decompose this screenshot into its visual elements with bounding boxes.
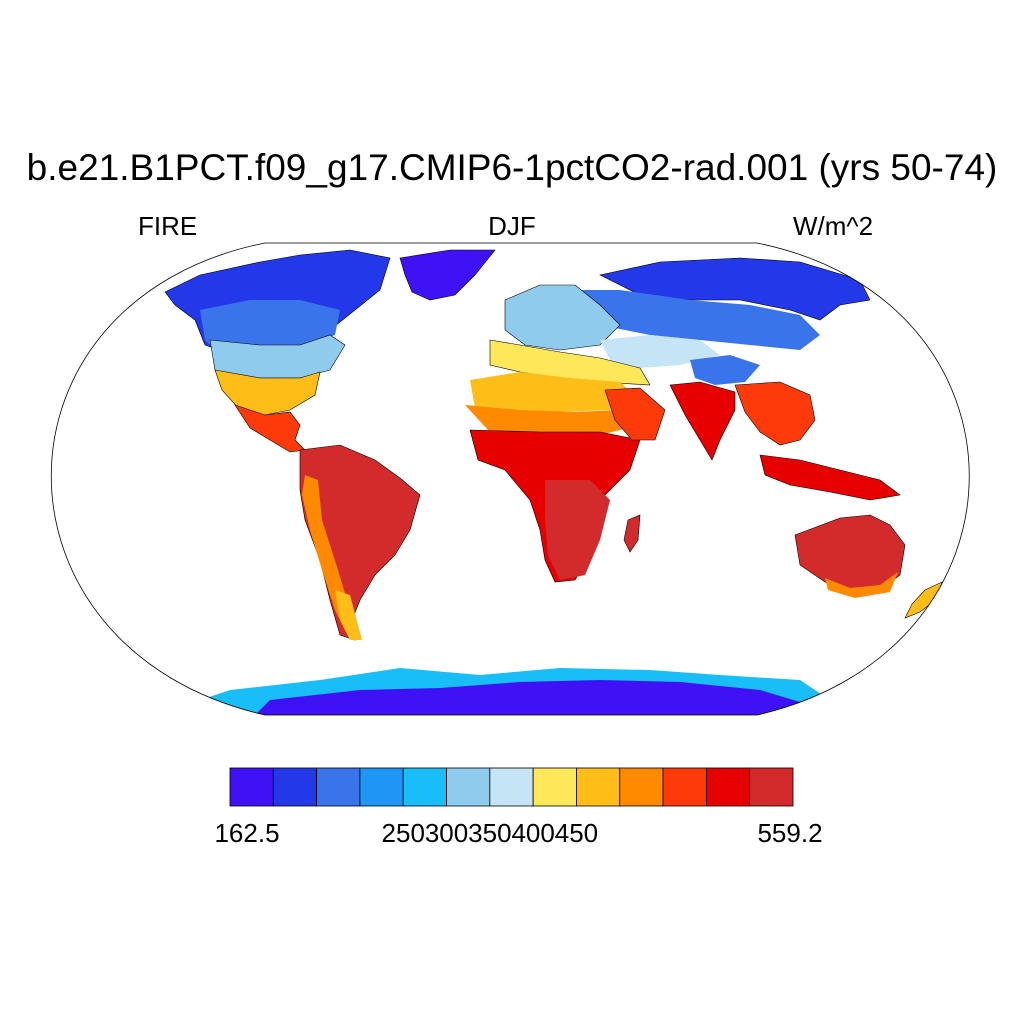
colorbar-tick-label: 400 [511,818,555,848]
colorbar-swatch [532,767,577,807]
colorbar-swatch [749,767,794,807]
greenland-region [399,249,496,301]
madagascar-region [623,514,641,553]
arabia-region [604,387,666,441]
map-boundary [51,242,970,716]
se-asia-region [734,381,816,446]
map-field [164,249,943,715]
colorbar-swatch [446,767,491,807]
mediterranean-rim [489,339,651,386]
colorbar-swatch [402,767,447,807]
australia-region [794,514,906,593]
season-label: DJF [488,211,536,241]
colorbar-swatch [489,767,534,807]
eurasia-mid [560,290,820,350]
colorbar-tick-label: 250 [381,818,425,848]
indonesia-region [759,454,901,501]
europe-region [504,284,621,351]
north-america-warm [214,369,321,416]
new-zealand-region [904,581,943,619]
africa-south [545,480,610,580]
africa-north-warm [465,405,640,435]
australia-south-rim [825,572,898,598]
colorbar-swatch [576,767,621,807]
colorbar-tick-label: 162.5 [214,818,280,848]
colorbar-swatch [662,767,707,807]
patagonia-region [335,590,362,640]
colorbar-swatch [619,767,664,807]
plot-title: b.e21.B1PCT.f09_g17.CMIP6-1pctCO2-rad.00… [26,147,998,188]
tibet-region [690,355,760,385]
colorbar-tick-label: 300 [424,818,469,848]
colorbar-swatch [705,767,751,807]
india-region [669,381,736,461]
colorbar-tick-label: 559.2 [757,818,823,848]
colorbar-swatch [272,767,318,807]
colorbar-swatch [229,767,274,807]
colorbar-tick-label: 450 [554,818,599,848]
colorbar [229,767,794,807]
units-label: W/m^2 [793,211,874,241]
antarctica-interior [250,680,800,715]
colorbar-tick-label: 350 [468,818,512,848]
north-america-mid [200,300,340,355]
mexico-region [234,404,306,453]
central-asia-region [600,335,720,368]
colorbar-swatch [316,767,361,807]
variable-label: FIRE [138,211,198,241]
sahara-region [470,372,640,412]
colorbar-swatch [359,767,404,807]
